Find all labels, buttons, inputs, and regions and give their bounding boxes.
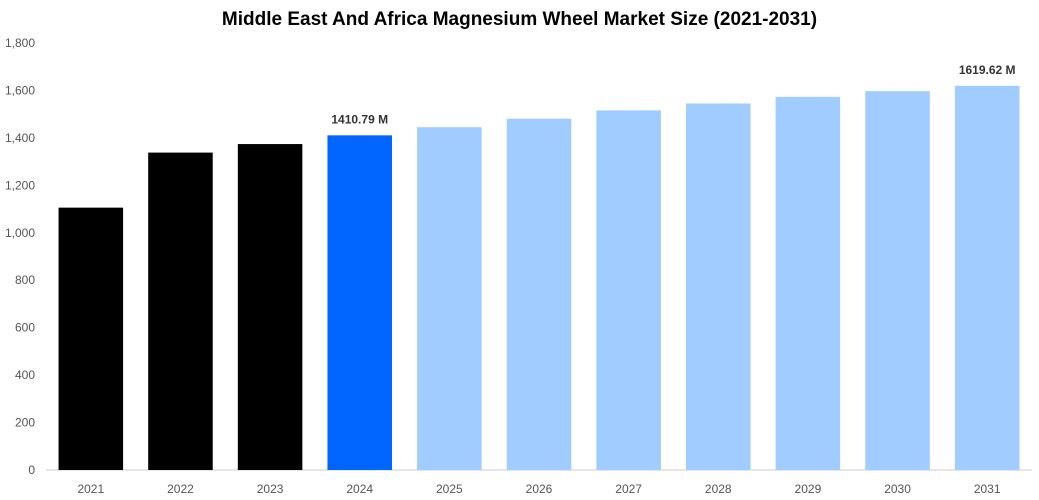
bar-2028 [686,103,751,470]
x-tick-label: 2029 [795,482,822,496]
bar-2021 [58,207,124,471]
chart-title: Middle East And Africa Magnesium Wheel M… [221,9,818,30]
y-tick-label: 1,600 [5,83,35,97]
y-tick-label: 0 [28,463,35,477]
x-tick-label: 2025 [436,482,463,496]
x-tick-label: 2031 [974,482,1001,496]
y-tick-label: 1,200 [5,178,35,192]
bar-2029 [775,96,841,471]
x-tick-label: 2027 [615,482,642,496]
bar-2026 [506,118,572,470]
x-tick-label: 2030 [884,482,911,496]
y-tick-label: 400 [15,368,35,382]
bar-2022 [148,152,213,470]
bar-2023 [237,144,303,470]
x-tick-label: 2028 [705,482,732,496]
y-tick-label: 1,800 [5,36,35,50]
y-tick-label: 800 [15,273,35,287]
bar-2025 [417,127,482,470]
x-tick-label: 2021 [77,482,104,496]
bar-series [58,85,1020,471]
bar-2024 [327,135,392,470]
data-label-2031: 1619.62 M [959,63,1016,77]
y-tick-label: 1,400 [5,131,35,145]
bar-2031 [954,85,1020,470]
bar-2030 [865,91,930,470]
data-label-2024: 1410.79 M [331,112,388,126]
x-tick-label: 2024 [346,482,373,496]
bar-2027 [596,110,661,471]
y-tick-label: 200 [15,416,35,430]
x-tick-label: 2022 [167,482,194,496]
x-tick-label: 2023 [257,482,284,496]
x-axis: 2021 2022 2023 2024 2025 2026 2027 2028 2029 2030… [77,482,1000,496]
data-labels: 1410.79 M 1619.62 M [331,63,1015,127]
y-tick-label: 1,000 [5,226,35,240]
y-tick-label: 600 [15,321,35,335]
x-tick-label: 2026 [526,482,553,496]
